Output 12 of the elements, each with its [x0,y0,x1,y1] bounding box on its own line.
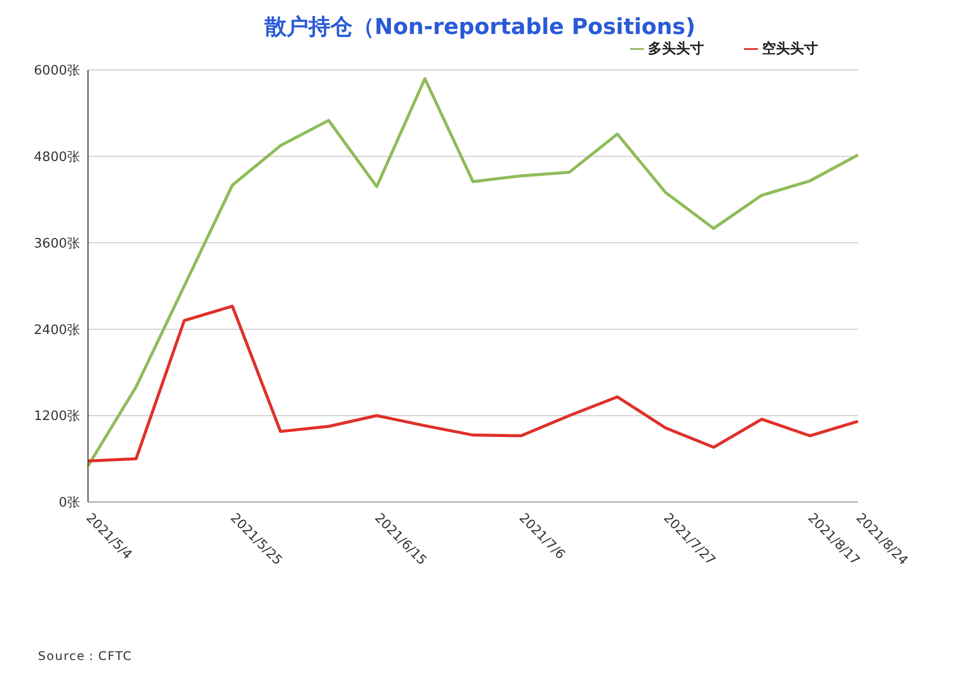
line-series [86,77,860,468]
y-tick-label: 1200张 [34,409,80,424]
y-tick-label: 6000张 [34,64,80,79]
y-tick-label: 4800张 [34,150,80,166]
y-tick-label: 0张 [58,496,80,511]
chart-title: 散户持仓（Non-reportable Positions) [263,14,696,41]
legend-label: 多头头寸 [648,41,704,57]
legend-label: 空头头寸 [762,41,818,57]
source-note: Source：CFTC [38,648,132,665]
y-tick-label: 3600张 [34,236,80,252]
line-series [86,304,860,462]
y-tick-label: 2400张 [34,322,80,338]
